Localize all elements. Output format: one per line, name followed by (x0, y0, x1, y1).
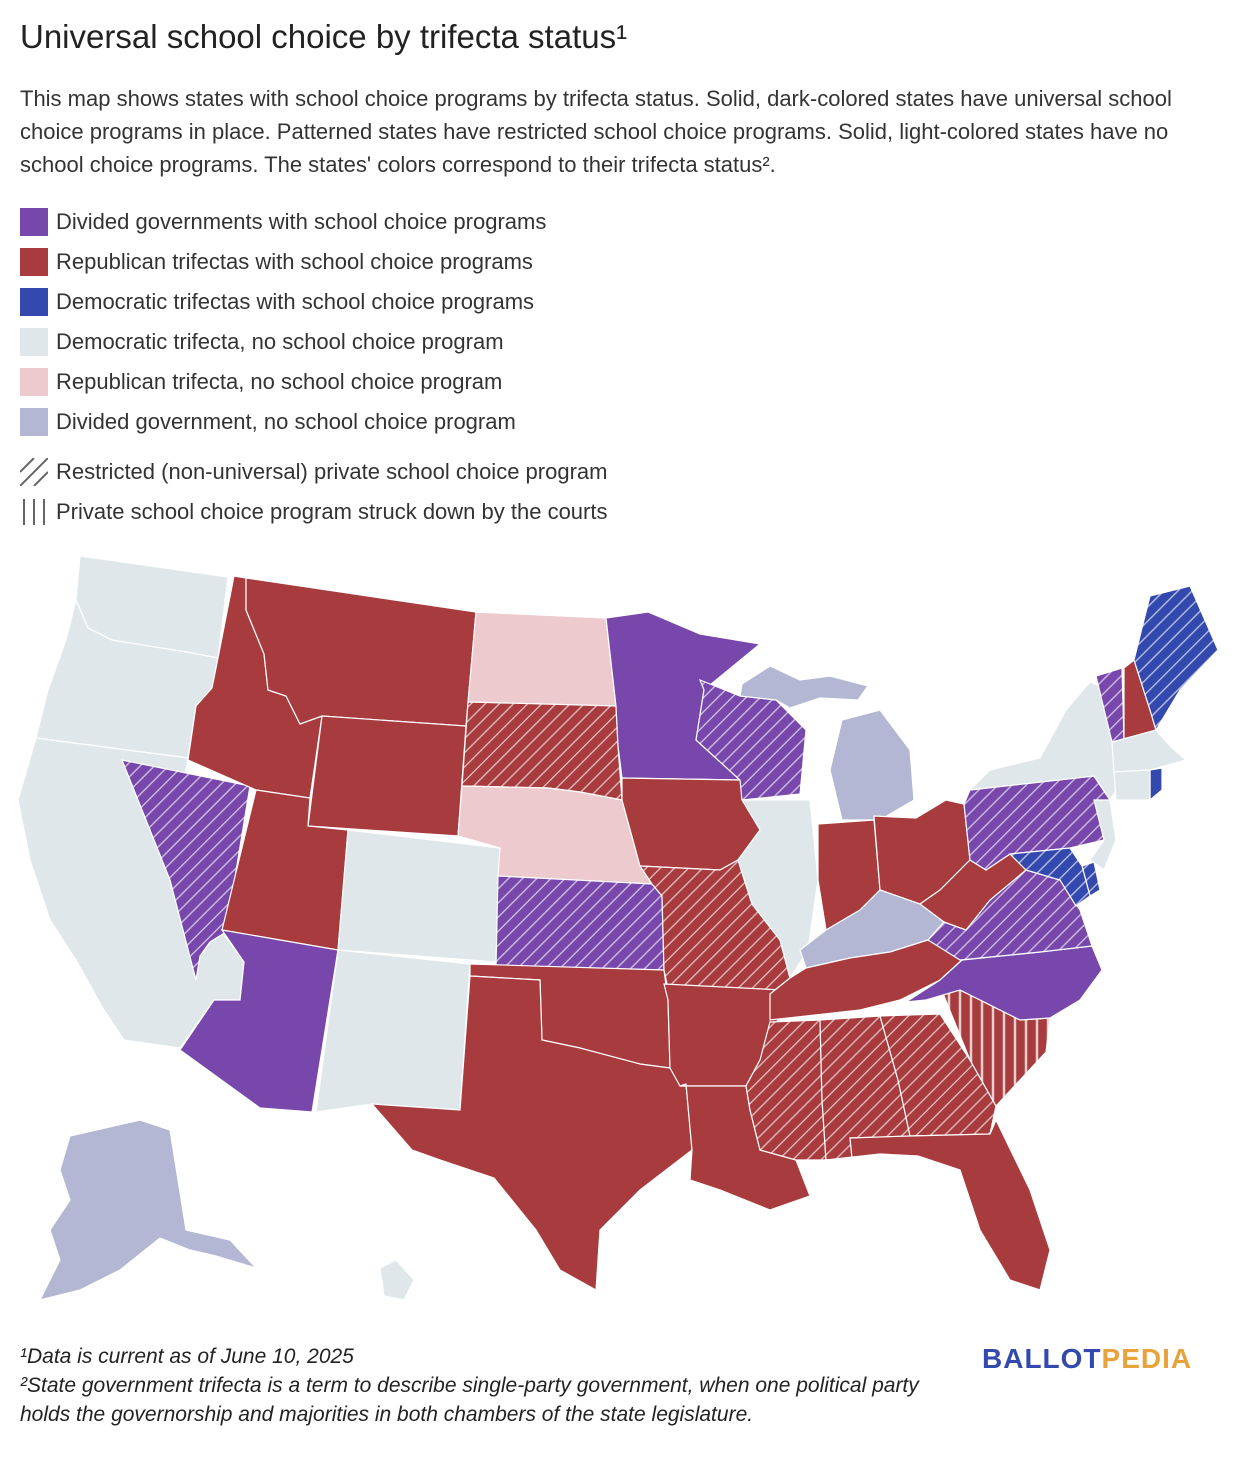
state-fill (737, 799, 819, 980)
state-wyoming[interactable] (307, 715, 467, 837)
state-maine[interactable] (1133, 585, 1219, 732)
restricted-hatch (696, 680, 806, 800)
footnote-data-date: ¹Data is current as of June 10, 2025 (20, 1345, 354, 1368)
legend-item-republican-choice: Republican trifectas with school choice … (20, 242, 546, 282)
legend-swatch (20, 328, 48, 356)
state-fill (1089, 799, 1117, 871)
legend-label: Private school choice program struck dow… (56, 499, 608, 524)
legend-item-restricted: Restricted (non-universal) private schoo… (20, 452, 607, 492)
state-fill (829, 709, 915, 821)
state-pennsylvania[interactable] (963, 775, 1111, 871)
restricted-hatch (880, 1014, 996, 1136)
legend-swatch (20, 288, 48, 316)
state-virginia[interactable] (927, 869, 1093, 961)
footnotes: ¹Data is current as of June 10, 2025 ²St… (20, 1342, 940, 1429)
state-kansas[interactable] (495, 875, 665, 971)
state-mississippi[interactable] (745, 1019, 827, 1161)
state-fill (621, 777, 761, 871)
state-hawaii[interactable] (379, 1259, 415, 1301)
state-north-carolina[interactable] (905, 945, 1103, 1021)
state-fill (179, 929, 339, 1113)
map-description: This map shows states with school choice… (20, 86, 1172, 177)
legend-label: Republican trifecta, no school choice pr… (56, 369, 503, 394)
struck-down-hatch (940, 986, 1050, 1106)
restricted-hatch (746, 1020, 826, 1160)
state-illinois[interactable] (737, 799, 819, 980)
legend-label: Restricted (non-universal) private schoo… (56, 459, 608, 484)
state-fill (1113, 769, 1151, 801)
legend-item-democratic-none: Democratic trifecta, no school choice pr… (20, 322, 546, 362)
restricted-hatch (820, 1016, 910, 1160)
legend-item-struck-down: Private school choice program struck dow… (20, 492, 607, 532)
state-michigan[interactable] (829, 709, 915, 821)
state-arizona[interactable] (179, 929, 339, 1113)
state-fill (1149, 767, 1163, 802)
restricted-hatch (1010, 848, 1090, 906)
state-fill (307, 715, 467, 837)
restricted-hatch (1134, 586, 1218, 730)
state-north-dakota[interactable] (467, 611, 617, 707)
legend-label: Republican trifectas with school choice … (56, 249, 533, 274)
state-fill (739, 665, 869, 709)
legend-swatch (20, 208, 48, 236)
state-georgia[interactable] (879, 1013, 997, 1137)
logo-part-pedia: PEDIA (1101, 1343, 1193, 1374)
state-new-jersey[interactable] (1089, 799, 1117, 871)
restricted-hatch (1096, 668, 1124, 742)
legend-item-republican-none: Republican trifecta, no school choice pr… (20, 362, 546, 402)
vertical-hatch-icon (23, 499, 45, 525)
state-florida[interactable] (825, 1118, 1051, 1291)
state-rhode-island[interactable] (1149, 767, 1163, 802)
map-title: Universal school choice by trifecta stat… (20, 18, 628, 55)
state-fill (370, 975, 693, 1291)
legend-label: Democratic trifectas with school choice … (56, 289, 535, 314)
color-legend: Divided governments with school choice p… (20, 202, 546, 442)
restricted-hatch (1082, 862, 1100, 896)
legend-swatch (20, 368, 48, 396)
diagonal-hatch-icon (20, 458, 48, 486)
legend-item-democratic-choice: Democratic trifectas with school choice … (20, 282, 546, 322)
state-connecticut[interactable] (1113, 769, 1151, 801)
pattern-legend: Restricted (non-universal) private schoo… (20, 452, 607, 532)
legend-label: Democratic trifecta, no school choice pr… (56, 329, 504, 354)
state-colorado[interactable] (337, 829, 501, 963)
restricted-hatch (928, 870, 1092, 960)
legend-swatch (20, 408, 48, 436)
state-fill (467, 611, 617, 707)
state-michigan-upper-peninsula[interactable] (739, 665, 869, 709)
state-nevada[interactable] (121, 759, 251, 981)
legend-item-divided-choice: Divided governments with school choice p… (20, 202, 546, 242)
ballotpedia-logo: BALLOTPEDIA (982, 1343, 1192, 1375)
footnote-trifecta-definition: ²State government trifecta is a term to … (20, 1374, 919, 1426)
logo-part-ballot: BALLOT (982, 1343, 1102, 1374)
state-alaska[interactable] (38, 1119, 258, 1301)
state-new-mexico[interactable] (315, 949, 471, 1113)
restricted-hatch (462, 702, 622, 800)
restricted-hatch (964, 776, 1110, 870)
legend-label: Divided government, no school choice pro… (56, 409, 516, 434)
state-fill (379, 1259, 415, 1301)
legend-item-divided-none: Divided government, no school choice pro… (20, 402, 546, 442)
state-texas[interactable] (370, 975, 693, 1291)
legend-label: Divided governments with school choice p… (56, 209, 547, 234)
restricted-hatch (640, 860, 790, 998)
state-fill (38, 1119, 258, 1301)
us-map (17, 555, 1219, 1301)
state-fill (337, 829, 501, 963)
state-fill (905, 945, 1103, 1021)
legend-swatch (20, 248, 48, 276)
state-fill (825, 1118, 1051, 1291)
state-alabama[interactable] (819, 1015, 911, 1161)
state-maryland[interactable] (1008, 847, 1091, 907)
state-fill (315, 949, 471, 1113)
state-south-dakota[interactable] (461, 701, 623, 801)
state-missouri[interactable] (638, 859, 791, 999)
state-iowa[interactable] (621, 777, 761, 871)
restricted-hatch (496, 876, 664, 970)
restricted-hatch (122, 760, 250, 980)
